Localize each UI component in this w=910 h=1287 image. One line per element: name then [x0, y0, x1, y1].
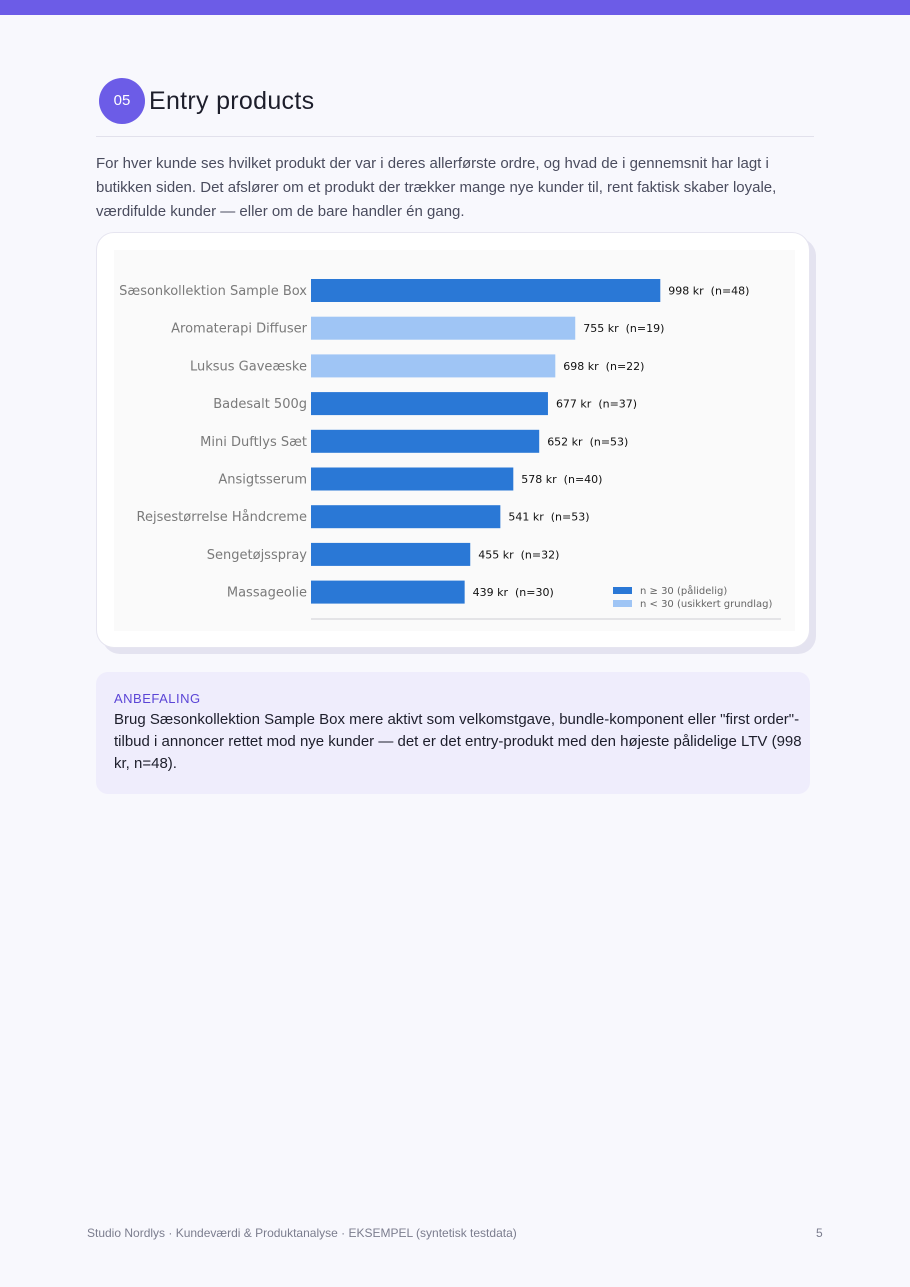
data-label: 998 kr (n=48)	[668, 285, 749, 298]
category-label: Ansigtsserum	[218, 473, 307, 488]
data-label: 677 kr (n=37)	[556, 398, 637, 411]
section-header: 05 Entry products	[96, 78, 814, 137]
intro-paragraph: For hver kunde ses hvilket produkt der v…	[96, 155, 777, 220]
legend-swatch	[613, 600, 632, 607]
chart-legend: n ≥ 30 (pålidelig) n < 30 (usikkert grund…	[613, 584, 773, 610]
chart-card: Sæsonkollektion Sample Box 998 kr (n=48) A…	[96, 232, 810, 648]
section-number-badge: 05	[99, 78, 145, 124]
legend-label: n ≥ 30 (pålidelig)	[640, 584, 727, 597]
bar	[311, 467, 514, 491]
data-label: 755 kr (n=19)	[583, 322, 664, 335]
footer-text: Studio Nordlys · Kundeværdi & Produktana…	[87, 1226, 517, 1240]
data-label: 439 kr (n=30)	[473, 586, 554, 599]
bar	[311, 542, 471, 566]
entry-products-chart: Sæsonkollektion Sample Box 998 kr (n=48) A…	[114, 250, 795, 631]
category-label: Badesalt 500g	[213, 397, 307, 412]
category-label: Sengetøjsspray	[207, 548, 308, 563]
legend-label: n < 30 (usikkert grundlag)	[640, 599, 773, 610]
recommendation-box: ANBEFALING Brug Sæsonkollektion Sample B…	[96, 672, 810, 794]
category-label: Rejsestørrelse Håndcreme	[137, 510, 307, 525]
bar	[311, 392, 548, 416]
top-accent-bar	[0, 0, 910, 15]
category-label: Sæsonkollektion Sample Box	[119, 284, 307, 299]
data-label: 698 kr (n=22)	[563, 360, 644, 373]
data-label: 455 kr (n=32)	[478, 548, 559, 561]
recommendation-label: ANBEFALING	[114, 691, 201, 706]
page-number: 5	[816, 1226, 823, 1240]
data-label: 578 kr (n=40)	[521, 473, 602, 486]
data-label: 541 kr (n=53)	[508, 511, 589, 524]
category-label: Massageolie	[227, 586, 307, 601]
recommendation-text: Brug Sæsonkollektion Sample Box mere akt…	[114, 711, 802, 772]
bar	[311, 580, 465, 604]
category-label: Mini Duftlys Sæt	[200, 435, 307, 450]
bar	[311, 505, 501, 529]
bar	[311, 316, 576, 340]
bar	[311, 354, 556, 378]
data-label: 652 kr (n=53)	[547, 435, 628, 448]
legend-swatch	[613, 587, 632, 594]
bar	[311, 429, 540, 453]
section-title: Entry products	[149, 87, 315, 115]
category-label: Luksus Gaveæske	[190, 359, 307, 374]
category-label: Aromaterapi Diffuser	[171, 322, 308, 337]
chart-bars: Sæsonkollektion Sample Box 998 kr (n=48) A…	[119, 279, 749, 604]
bar	[311, 279, 661, 302]
